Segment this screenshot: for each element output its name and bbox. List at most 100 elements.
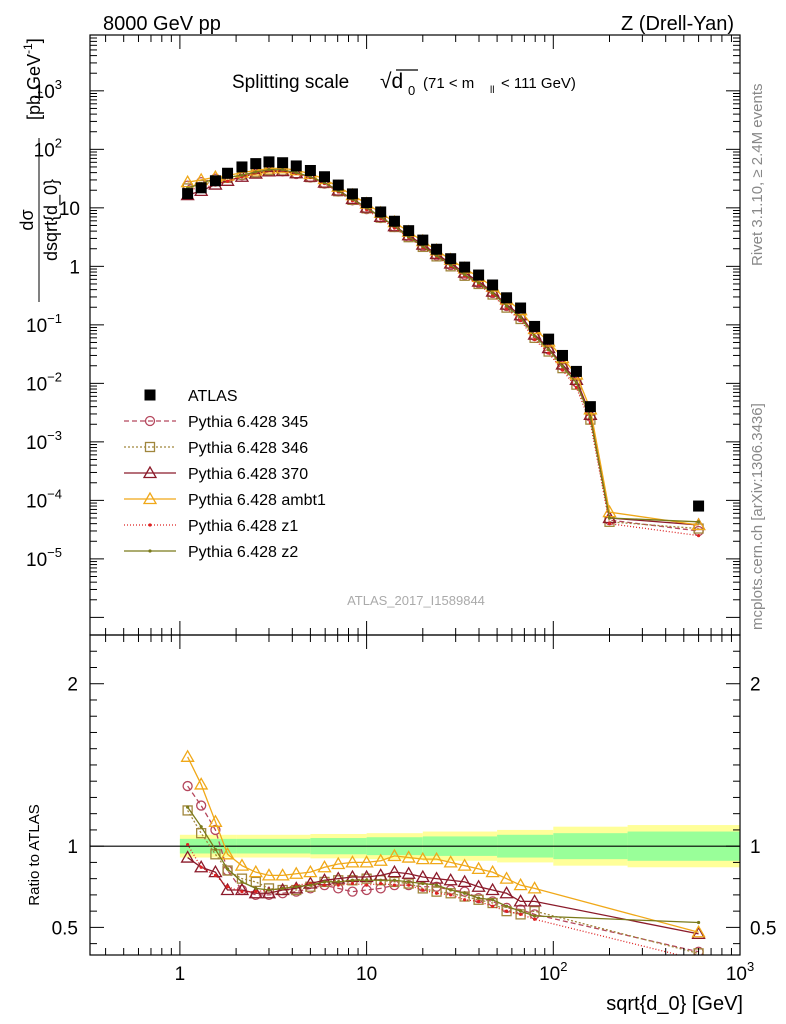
y-axis-unit: [pb,GeV-1] [21, 38, 44, 120]
ratio-point-ambt1 [457, 858, 472, 871]
ratio-point-z1 [434, 891, 439, 895]
legend-entry-ATLAS: ATLAS [144, 388, 238, 405]
ratio-point-z2 [254, 886, 258, 891]
svg-text:ll: ll [490, 85, 494, 96]
mcplots-label: mcplots.cern.ch [arXiv:1306.3436] [749, 403, 766, 630]
data-point-z2 [518, 315, 523, 319]
legend-marker [148, 549, 152, 553]
legend-marker [144, 415, 156, 427]
ratio-point-ambt1 [373, 853, 388, 866]
data-point-z1 [518, 318, 523, 322]
data-point-ATLAS [222, 167, 234, 179]
y-tick-label: 102 [34, 135, 62, 161]
data-point-ATLAS [346, 188, 358, 200]
legend-marker [142, 465, 158, 479]
legend-marker [144, 441, 156, 453]
data-point-ATLAS [556, 349, 568, 361]
ratio-point-p370 [248, 885, 263, 899]
data-point-ATLAS [543, 333, 555, 345]
data-point-z1 [574, 385, 579, 390]
ratio-point-p370 [471, 879, 486, 892]
data-point-p346 [693, 523, 704, 534]
data-point-ATLAS [403, 225, 415, 237]
ratio-point-z2 [267, 888, 271, 892]
ratio-y-tick-label-right: 2 [750, 675, 761, 696]
svg-text:Splitting scale: Splitting scale [232, 72, 349, 93]
legend-entry-ambt1: Pythia 6.428 ambt1 [124, 491, 326, 509]
data-point-ATLAS [304, 164, 316, 176]
watermark: ATLAS_2017_I1589844 [347, 593, 485, 608]
data-point-z2 [588, 415, 592, 420]
x-axis-label: sqrt{d_0} [GeV] [606, 993, 743, 1015]
ratio-y-tick-label-left: 1 [67, 837, 78, 858]
ratio-point-z2 [379, 878, 383, 882]
ylabel-unit-end: ] [24, 38, 44, 43]
data-point-ATLAS [263, 156, 275, 168]
ratio-point-ambt1 [303, 864, 318, 878]
ratio-point-z2 [490, 898, 495, 902]
ylabel-unit: [pb,GeV [24, 54, 44, 120]
data-point-z1 [607, 522, 612, 526]
data-point-z1 [532, 337, 537, 342]
title-subscript: 0 [408, 83, 415, 98]
legend-entry-p345: Pythia 6.428 345 [124, 414, 308, 431]
data-point-ATLAS [570, 365, 582, 377]
ratio-point-ambt1 [345, 855, 360, 868]
ratio-point-ambt1 [527, 881, 542, 894]
ratio-point-p370 [499, 885, 514, 899]
ratio-point-z2 [476, 896, 481, 900]
data-point-ATLAS [431, 243, 443, 255]
ratio-point-ambt1 [220, 846, 235, 860]
ratio-point-p370 [457, 874, 472, 888]
data-point-ambt1 [691, 517, 706, 531]
ratio-point-z1 [407, 883, 411, 887]
legend-label: Pythia 6.428 z1 [188, 518, 298, 535]
series-line-z2 [187, 168, 699, 523]
data-point-z2 [504, 304, 509, 308]
ratio-point-ambt1 [248, 864, 263, 878]
ratio-point-ambt1 [415, 851, 430, 865]
ratio-point-z1 [364, 883, 369, 887]
x-tick-label: 1 [175, 964, 186, 985]
ratio-point-z1 [350, 881, 355, 886]
ylabel-unit-sup: -1 [21, 43, 35, 54]
ratio-point-z2 [504, 904, 509, 908]
ratio-point-ambt1 [401, 850, 416, 863]
data-point-z2 [696, 520, 701, 524]
ratio-point-p370 [387, 864, 402, 878]
svg-text:< 111 GeV): < 111 GeV) [501, 75, 576, 92]
y-tick-label: 10−4 [26, 486, 62, 512]
ratio-point-z2 [294, 885, 298, 889]
data-point-z2 [463, 273, 467, 277]
y-tick-label: 10−3 [26, 428, 62, 454]
ratio-point-ambt1 [691, 924, 706, 938]
ratio-point-z1 [322, 883, 327, 887]
data-point-ATLAS [584, 401, 596, 413]
ratio-point-p370 [234, 882, 250, 896]
ylabel-bottom: dsqrt{d_0} [41, 179, 62, 261]
ratio-point-ambt1 [485, 864, 500, 878]
ratio-y-tick-label-left: 2 [67, 675, 78, 696]
y-tick-label: 10−1 [26, 311, 62, 337]
ratio-point-z2 [518, 909, 523, 913]
ratio-point-z1 [199, 865, 203, 869]
ratio-point-z2 [336, 880, 340, 884]
data-point-ATLAS [473, 269, 485, 281]
legend-entry-p370: Pythia 6.428 370 [124, 465, 308, 483]
ratio-point-z2 [407, 880, 411, 884]
ratio-point-p346 [473, 894, 484, 905]
ratio-point-ambt1 [261, 868, 277, 881]
ratio-point-z1 [213, 873, 218, 878]
data-point-z1 [225, 179, 230, 183]
ratio-point-z2 [199, 825, 203, 829]
data-point-ATLAS [459, 261, 471, 273]
ratio-point-z1 [379, 881, 383, 886]
legend-entry-z1: Pythia 6.428 z1 [124, 518, 298, 535]
data-point-ambt1 [248, 163, 263, 176]
ratio-y-tick-label-right: 0.5 [750, 918, 776, 939]
data-point-z2 [281, 168, 285, 172]
ratio-point-p370 [401, 866, 416, 879]
ratio-point-ambt1 [443, 855, 458, 868]
ratio-point-p346 [403, 878, 414, 889]
